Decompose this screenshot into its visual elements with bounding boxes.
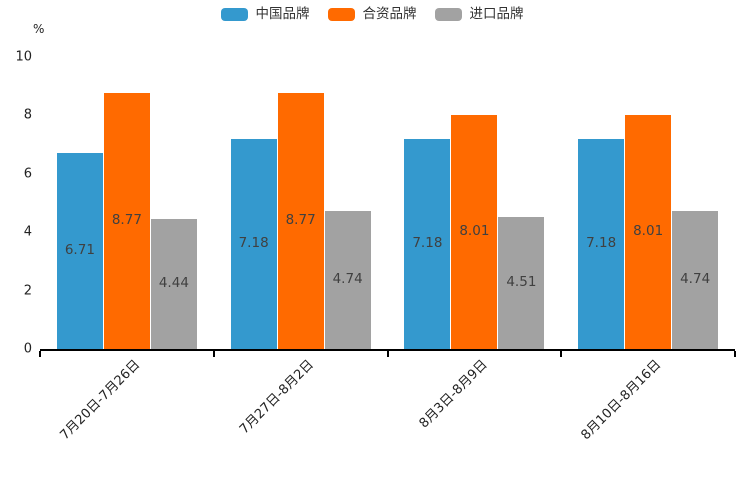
legend-swatch-icon: [434, 8, 462, 22]
bar-value-label: 7.18: [238, 235, 269, 252]
x-axis-tick: [212, 351, 215, 357]
legend-item-2: 进口品牌: [434, 6, 524, 22]
legend-item-1: 合资品牌: [327, 6, 417, 22]
bar-series2-group1: 4.74: [324, 211, 371, 349]
bar-value-label: 8.77: [285, 212, 316, 229]
legend-swatch-icon: [327, 8, 355, 22]
bar-series1-group2: 8.01: [451, 115, 498, 349]
x-category-label: 8月3日-8月9日: [416, 357, 491, 432]
y-tick-label: 0: [23, 341, 32, 357]
y-axis-unit-label: %: [33, 22, 45, 36]
bar-value-label: 8.77: [111, 212, 142, 229]
x-axis-line: [40, 349, 735, 351]
x-axis-tick: [39, 351, 41, 357]
y-tick-label: 4: [23, 224, 32, 240]
bar-value-label: 7.18: [412, 235, 443, 252]
bar-series0-group2: 7.18: [404, 139, 451, 349]
bar-value-label: 4.74: [332, 271, 363, 288]
bar-series2-group0: 4.44: [150, 219, 197, 349]
legend-swatch-icon: [220, 8, 248, 22]
x-category-label: 8月10日-8月16日: [578, 357, 665, 444]
bar-series0-group3: 7.18: [578, 139, 625, 349]
bar-value-label: 4.51: [506, 274, 537, 291]
x-axis-tick: [386, 351, 389, 357]
bar-value-label: 8.01: [459, 223, 490, 240]
bar-series0-group0: 6.71: [56, 153, 103, 349]
bar-series1-group1: 8.77: [277, 93, 324, 349]
chart-legend: 中国品牌 合资品牌 进口品牌: [0, 6, 744, 22]
bar-value-label: 7.18: [586, 235, 617, 252]
y-tick-label: 2: [23, 283, 32, 299]
bar-value-label: 4.44: [158, 275, 189, 292]
bar-series2-group3: 4.74: [672, 211, 719, 349]
y-tick-label: 8: [23, 107, 32, 123]
legend-item-0: 中国品牌: [220, 6, 310, 22]
bar-series2-group2: 4.51: [498, 217, 545, 349]
legend-label: 中国品牌: [255, 6, 310, 22]
x-axis-tick: [560, 351, 563, 357]
x-axis-tick: [734, 351, 736, 357]
y-tick-label: 6: [23, 166, 32, 182]
bar-value-label: 4.74: [680, 271, 711, 288]
y-tick-label: 10: [15, 49, 32, 65]
legend-label: 进口品牌: [469, 6, 524, 22]
bar-value-label: 6.71: [64, 242, 95, 259]
bar-series1-group3: 8.01: [625, 115, 672, 349]
x-category-label: 7月27日-8月2日: [236, 357, 317, 438]
x-category-label: 7月20日-7月26日: [56, 357, 143, 444]
legend-label: 合资品牌: [362, 6, 417, 22]
bar-series1-group0: 8.77: [103, 93, 150, 349]
bar-series0-group1: 7.18: [230, 139, 277, 349]
bar-value-label: 8.01: [633, 223, 664, 240]
